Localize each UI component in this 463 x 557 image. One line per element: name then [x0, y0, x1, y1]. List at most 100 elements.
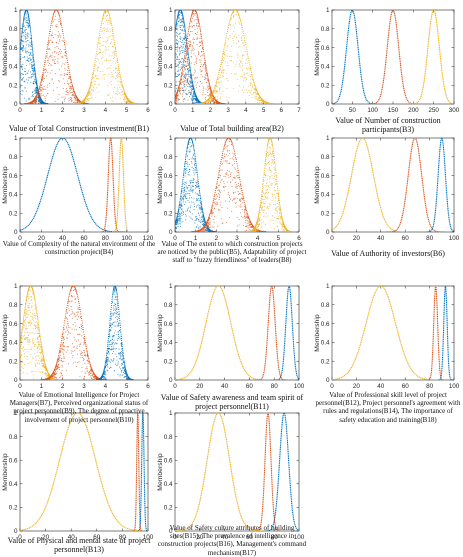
data-point: [96, 53, 97, 54]
data-point: [39, 93, 40, 94]
data-point: [48, 65, 49, 66]
data-point: [31, 44, 32, 45]
data-point: [181, 186, 182, 187]
data-point: [67, 60, 68, 61]
data-point: [71, 81, 72, 82]
data-point: [51, 70, 52, 71]
data-point: [30, 27, 31, 28]
data-point: [212, 101, 213, 102]
data-point: [187, 82, 188, 83]
data-point: [269, 103, 270, 104]
data-point: [255, 86, 256, 87]
data-point: [113, 33, 114, 34]
data-point: [56, 26, 57, 27]
data-point: [175, 25, 176, 26]
series-line: [369, 10, 417, 104]
data-point: [103, 28, 104, 29]
x-tick-label: 1: [40, 107, 44, 114]
data-point: [207, 75, 208, 76]
data-point: [248, 86, 249, 87]
data-point: [206, 69, 207, 70]
data-point: [194, 15, 195, 16]
data-point: [103, 23, 104, 24]
data-point: [189, 159, 190, 160]
series-curve: [20, 138, 125, 232]
data-point: [45, 100, 46, 101]
data-point: [27, 51, 28, 52]
data-point: [79, 101, 80, 102]
data-point: [27, 18, 28, 19]
data-point: [193, 180, 194, 181]
data-point: [20, 61, 21, 62]
data-point: [67, 90, 68, 91]
data-point: [243, 80, 244, 81]
data-point: [39, 91, 40, 92]
data-point: [211, 99, 212, 100]
data-point: [49, 40, 50, 41]
data-point: [188, 41, 189, 42]
data-point: [54, 51, 55, 52]
data-point: [230, 51, 231, 52]
data-point: [240, 67, 241, 68]
data-point: [178, 208, 179, 209]
data-point: [208, 89, 209, 90]
data-point: [54, 56, 55, 57]
data-point: [192, 185, 193, 186]
data-point: [98, 84, 99, 85]
data-point: [221, 70, 222, 71]
data-point: [98, 38, 99, 39]
data-point: [183, 87, 184, 88]
data-point: [190, 19, 191, 20]
data-point: [239, 64, 240, 65]
data-point: [59, 69, 60, 70]
data-point: [200, 227, 201, 228]
data-point: [41, 100, 42, 101]
data-point: [247, 58, 248, 59]
data-point: [178, 42, 179, 43]
data-point: [178, 95, 179, 96]
data-point: [26, 79, 27, 80]
data-point: [128, 103, 129, 104]
data-point: [42, 91, 43, 92]
data-point: [87, 99, 88, 100]
data-point: [120, 84, 121, 85]
data-point: [189, 22, 190, 23]
y-tick-label: 0.8: [164, 154, 173, 161]
data-point: [187, 38, 188, 39]
data-point: [227, 56, 228, 57]
data-point: [27, 58, 28, 59]
data-point: [67, 70, 68, 71]
data-point: [187, 63, 188, 64]
data-point: [242, 40, 243, 41]
data-point: [175, 91, 176, 92]
data-point: [43, 70, 44, 71]
data-point: [217, 90, 218, 91]
data-point: [240, 76, 241, 77]
data-point: [100, 35, 101, 36]
data-point: [194, 209, 195, 210]
data-point: [189, 67, 190, 68]
data-point: [50, 55, 51, 56]
data-point: [200, 62, 201, 63]
data-point: [222, 61, 223, 62]
data-point: [183, 173, 184, 174]
data-point: [181, 76, 182, 77]
data-point: [112, 29, 113, 30]
data-point: [33, 96, 34, 97]
data-point: [189, 92, 190, 93]
data-point: [32, 95, 33, 96]
data-point: [213, 103, 214, 104]
data-point: [176, 93, 177, 94]
data-point: [22, 48, 23, 49]
data-point: [190, 183, 191, 184]
data-point: [55, 101, 56, 102]
data-point: [203, 65, 204, 66]
x-tick-label: 3: [226, 107, 230, 114]
data-point: [239, 85, 240, 86]
data-point: [198, 22, 199, 23]
data-point: [29, 21, 30, 22]
data-point: [253, 80, 254, 81]
data-point: [203, 103, 204, 104]
data-point: [51, 20, 52, 21]
data-point: [47, 72, 48, 73]
